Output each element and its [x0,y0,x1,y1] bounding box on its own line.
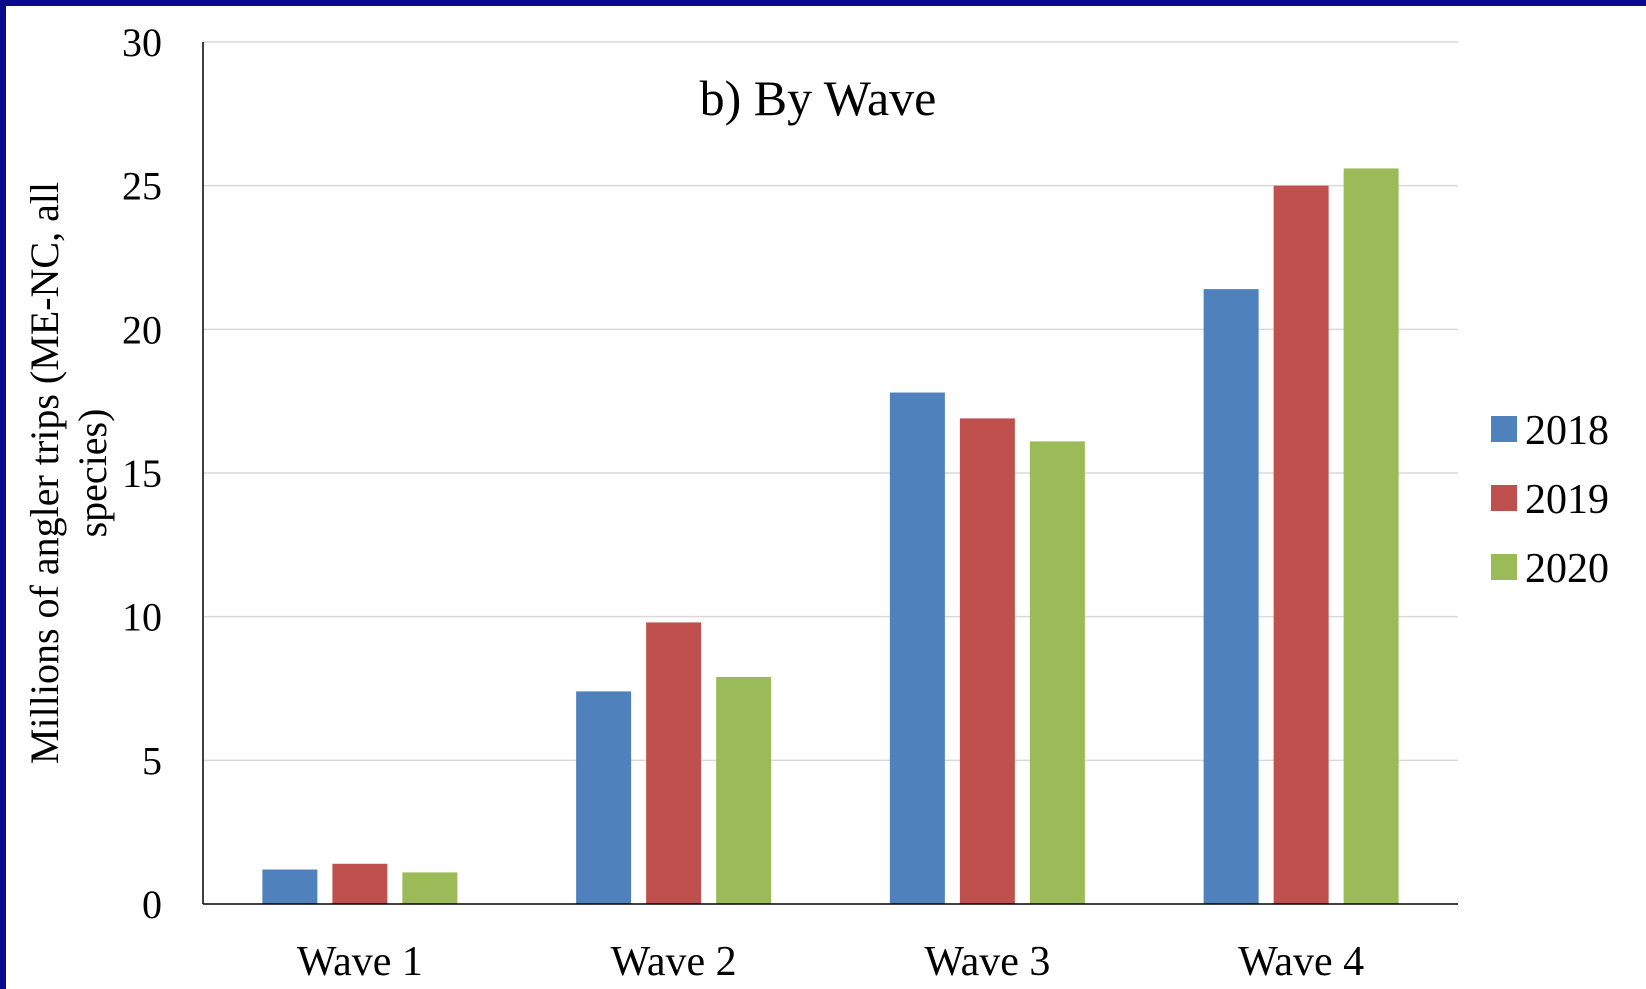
x-category-label: Wave 2 [611,939,737,985]
gridlines [203,41,1458,762]
bar-2020-wave-3 [1029,441,1085,904]
legend-swatch-2019 [1491,485,1517,511]
y-tick-label: 5 [142,738,162,783]
bar-2020-wave-1 [402,872,458,904]
y-tick-label: 20 [122,307,162,352]
bar-2020-wave-4 [1343,168,1399,905]
legend-swatch-2020 [1491,554,1517,580]
y-axis-label-line-2: species) [70,409,115,538]
bar-2018-wave-2 [576,691,632,904]
x-category-label: Wave 1 [297,939,423,985]
y-axis-label: Millions of angler trips (ME-NC, all spe… [22,182,115,764]
bar-2019-wave-3 [959,418,1015,904]
x-category-label: Wave 3 [924,939,1050,985]
bar-2018-wave-4 [1203,289,1259,904]
bars [262,168,1399,905]
legend-swatch-2018 [1491,416,1517,442]
legend-label-2020: 2020 [1525,546,1609,592]
x-axis-categories: Wave 1 Wave 2 Wave 3 Wave 4 [297,939,1364,985]
legend: 2018 2019 2020 [1491,408,1609,592]
y-tick-label: 25 [122,164,162,209]
bar-2019-wave-2 [646,622,702,904]
chart-title: b) By Wave [700,70,937,126]
y-tick-label: 30 [122,20,162,65]
bar-2018-wave-3 [889,392,945,904]
y-tick-label: 10 [122,595,162,640]
y-tick-label: 0 [142,882,162,927]
legend-label-2018: 2018 [1525,408,1609,454]
bar-2020-wave-2 [716,677,772,904]
y-axis-label-line-1: Millions of angler trips (ME-NC, all [22,182,67,764]
axes [202,42,1458,905]
y-axis-ticks: 0 5 10 15 20 25 30 [122,20,162,927]
x-category-label: Wave 4 [1238,939,1364,985]
bar-2019-wave-1 [332,863,388,904]
bar-2019-wave-4 [1273,185,1329,904]
y-tick-label: 15 [122,451,162,496]
bar-2018-wave-1 [262,869,318,904]
legend-label-2019: 2019 [1525,477,1609,523]
